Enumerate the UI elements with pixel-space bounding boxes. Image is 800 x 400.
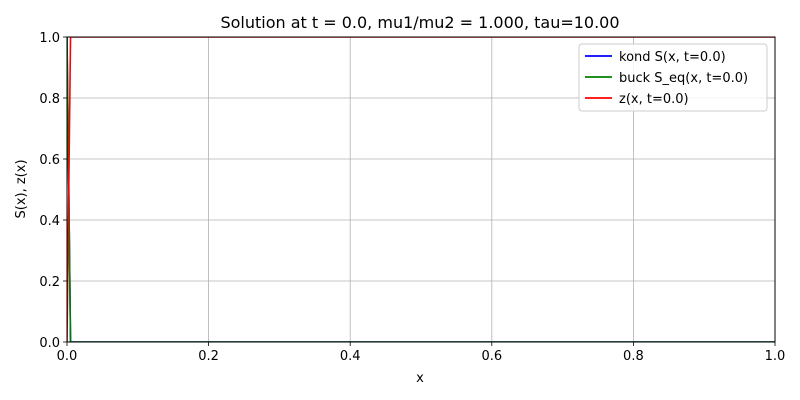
series-line-1 bbox=[67, 37, 775, 342]
x-tick-label: 0.4 bbox=[340, 349, 361, 364]
x-tick-label: 0.6 bbox=[481, 349, 502, 364]
plot-series bbox=[67, 37, 775, 342]
x-tick-label: 0.8 bbox=[623, 349, 644, 364]
y-tick-label: 0.2 bbox=[39, 275, 60, 290]
legend-label-1: buck S_eq(x, t=0.0) bbox=[619, 71, 748, 86]
legend-box bbox=[578, 43, 768, 112]
y-tick-label: 1.0 bbox=[39, 31, 60, 46]
x-tick-label: 1.0 bbox=[765, 349, 786, 364]
x-tick-label: 0.2 bbox=[198, 349, 219, 364]
legend-label-0: kond S(x, t=0.0) bbox=[619, 50, 726, 65]
axis-ticks: 0.0 0.2 0.4 0.6 0.8 1.0 0.0 0.2 0.4 0.6 0.8 1.0 bbox=[39, 31, 785, 364]
series-line-2 bbox=[67, 37, 775, 342]
y-tick-label: 0.0 bbox=[39, 336, 60, 351]
x-axis-label: x bbox=[416, 371, 424, 386]
y-tick-label: 0.8 bbox=[39, 92, 60, 107]
legend: kond S(x, t=0.0) buck S_eq(x, t=0.0) z(x, … bbox=[578, 43, 768, 112]
x-tick-label: 0.0 bbox=[57, 349, 78, 364]
legend-label-2: z(x, t=0.0) bbox=[619, 92, 689, 107]
y-axis-label: S(x), z(x) bbox=[14, 159, 29, 218]
y-tick-label: 0.4 bbox=[39, 214, 60, 229]
chart-title: Solution at t = 0.0, mu1/mu2 = 1.000, ta… bbox=[220, 13, 619, 32]
y-tick-label: 0.6 bbox=[39, 153, 60, 168]
plot-frame bbox=[66, 36, 776, 343]
